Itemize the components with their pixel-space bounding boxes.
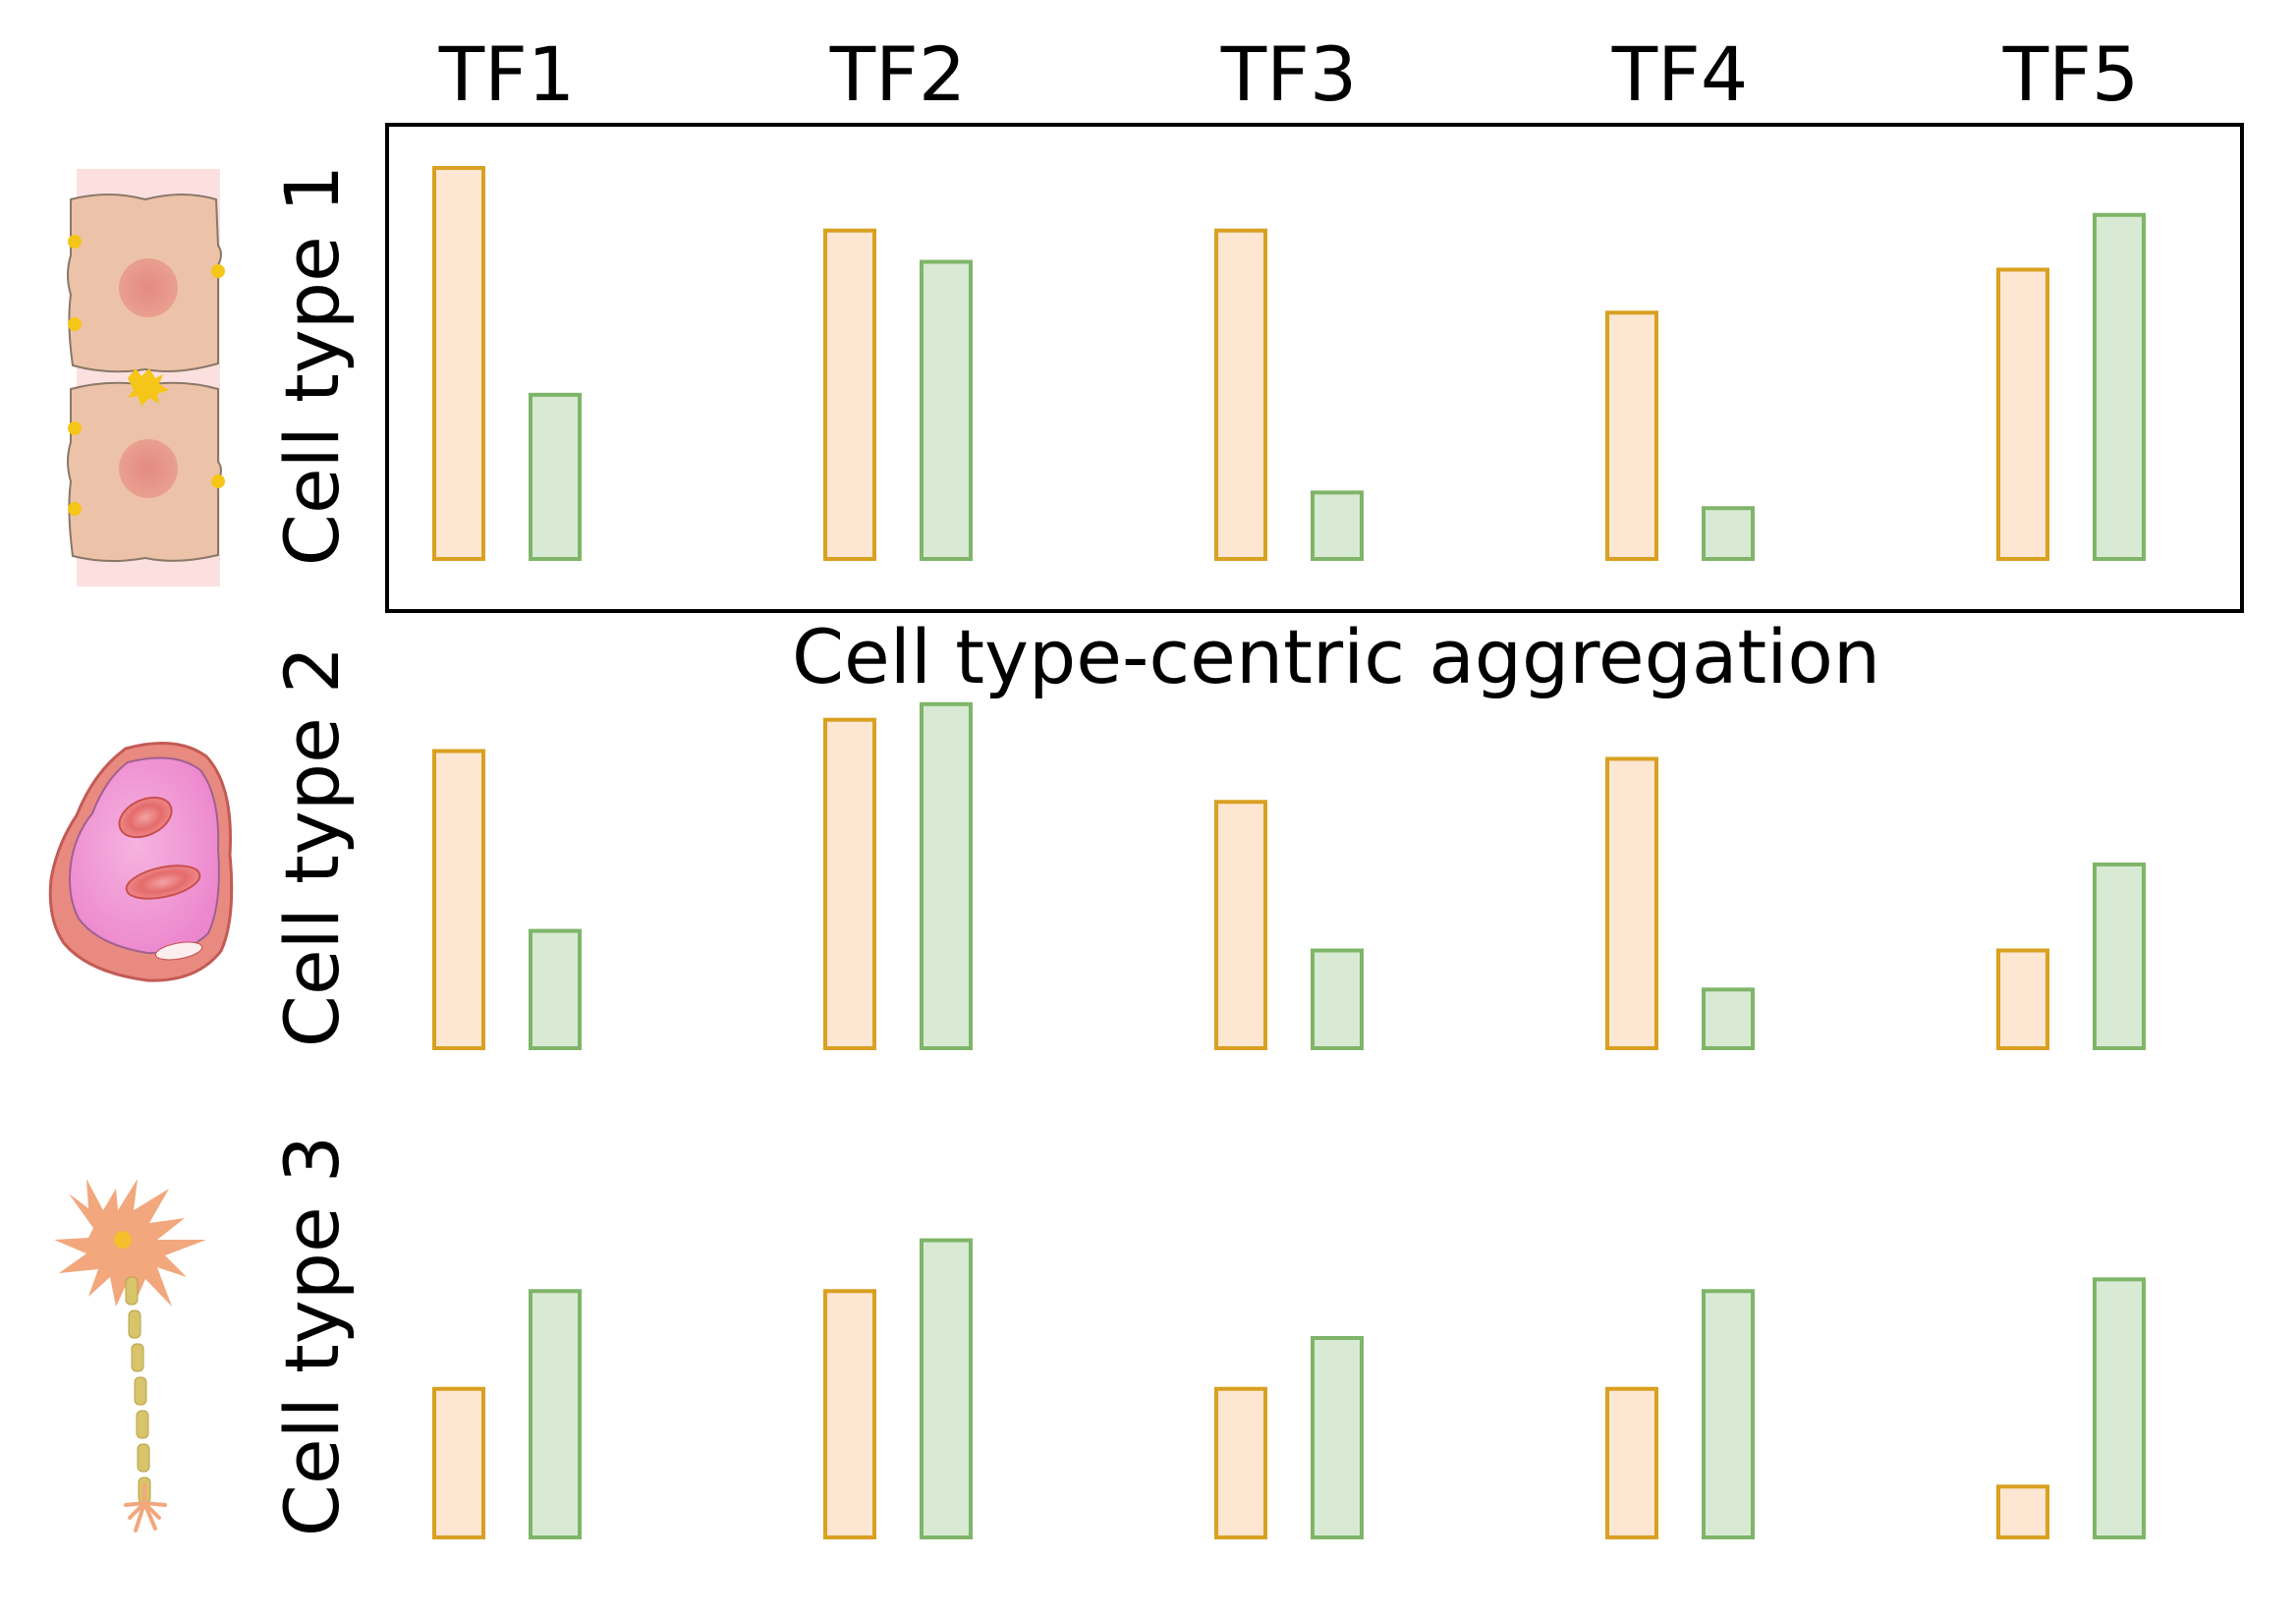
erythrocyte-vessel-icon <box>48 742 234 982</box>
bar-celltype2-tf2-series-a <box>823 717 876 1050</box>
tf-label-1: TF1 <box>438 30 576 118</box>
bar-celltype2-tf2-series-b <box>920 701 973 1050</box>
bar-celltype1-tf2-series-a <box>823 228 876 561</box>
bar-celltype2-tf1-series-a <box>432 749 485 1051</box>
bar-celltype1-tf2-series-b <box>920 259 973 561</box>
bar-celltype3-tf3-series-a <box>1214 1386 1267 1540</box>
tf-labels: TF1 TF2 TF3 TF4 TF5 <box>438 30 2140 118</box>
bar-celltype3-tf5-series-b <box>2093 1277 2146 1539</box>
row-label-cell-type-3: Cell type 3 <box>268 1136 356 1537</box>
bar-celltype2-tf1-series-b <box>529 928 582 1050</box>
bar-celltype2-tf3-series-a <box>1214 800 1267 1051</box>
tf-label-2: TF2 <box>829 30 967 118</box>
bar-celltype3-tf4-series-b <box>1702 1289 1755 1540</box>
bar-celltype2-tf3-series-b <box>1311 948 1364 1050</box>
bars-layer <box>432 166 2146 1540</box>
bar-celltype1-tf4-series-a <box>1605 310 1658 562</box>
bar-celltype1-tf1-series-a <box>432 166 485 561</box>
bar-celltype3-tf2-series-b <box>920 1238 973 1540</box>
bar-celltype1-tf1-series-b <box>529 392 582 561</box>
bar-celltype3-tf2-series-a <box>823 1289 876 1540</box>
chart-title: Cell type-centric aggregation <box>792 613 1880 700</box>
bar-celltype3-tf4-series-a <box>1605 1386 1658 1540</box>
bar-celltype2-tf4-series-a <box>1605 756 1658 1050</box>
bar-celltype1-tf3-series-a <box>1214 228 1267 561</box>
epithelial-cells-icon <box>67 169 225 586</box>
bar-celltype3-tf3-series-b <box>1311 1336 1364 1540</box>
row-label-cell-type-1: Cell type 1 <box>268 165 356 567</box>
bar-celltype2-tf5-series-b <box>2093 862 2146 1050</box>
bar-celltype2-tf5-series-a <box>1996 948 2049 1050</box>
bar-celltype1-tf5-series-b <box>2093 212 2146 561</box>
tf-label-4: TF4 <box>1611 30 1749 118</box>
neuron-icon <box>54 1179 206 1532</box>
tf-label-3: TF3 <box>1220 30 1358 118</box>
bar-celltype1-tf5-series-a <box>1996 267 2049 561</box>
bar-celltype2-tf4-series-b <box>1702 987 1755 1050</box>
bar-celltype1-tf4-series-b <box>1702 506 1755 562</box>
bar-celltype1-tf3-series-b <box>1311 490 1364 561</box>
bar-celltype3-tf1-series-b <box>529 1289 582 1540</box>
bar-celltype3-tf5-series-a <box>1996 1484 2049 1540</box>
tf-label-5: TF5 <box>2002 30 2140 118</box>
bar-celltype3-tf1-series-a <box>432 1386 485 1540</box>
highlight-frame <box>385 123 2244 613</box>
row-label-cell-type-2: Cell type 2 <box>268 646 356 1048</box>
